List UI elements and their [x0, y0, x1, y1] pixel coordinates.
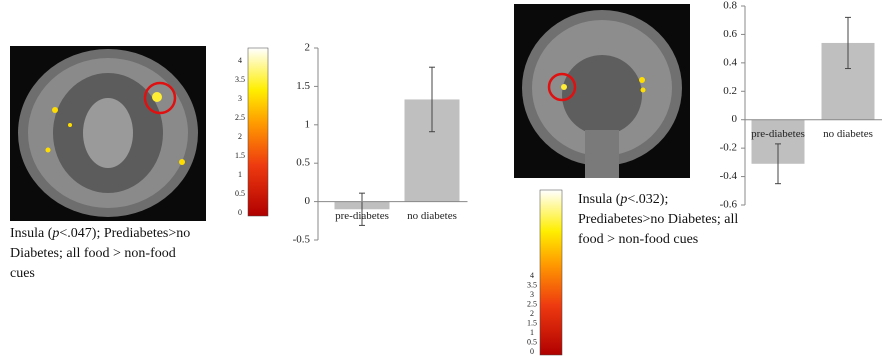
y-tick-label: 0 — [305, 195, 311, 207]
caption: Insula (p<.047); Prediabetes>no Diabetes… — [10, 224, 190, 284]
colorbar-tick-label: 1 — [238, 170, 242, 179]
y-tick-label: -0.4 — [720, 170, 738, 182]
figure: 00.511.522.533.5400.511.522.533.54-0.500… — [0, 0, 882, 356]
y-tick-label: 0.2 — [723, 85, 737, 97]
colorbar-tick-label: 0.5 — [527, 337, 537, 346]
colorbar-tick-label: 0 — [530, 347, 534, 356]
colorbar — [248, 48, 268, 216]
colorbar-tick-label: 0 — [238, 208, 242, 217]
colorbar-tick-label: 1.5 — [235, 151, 245, 160]
y-tick-label: -0.5 — [293, 234, 311, 246]
caption-text: Insula ( — [578, 192, 620, 207]
caption-text: Diabetes; all food > non-food — [10, 246, 176, 261]
colorbar-tick-label: 3.5 — [527, 280, 537, 289]
y-tick-label: 0.5 — [296, 157, 310, 169]
y-tick-label: 1.5 — [296, 80, 310, 92]
brain-coronal — [514, 4, 690, 178]
y-tick-label: 0.6 — [723, 28, 737, 40]
y-tick-label: 0.8 — [723, 0, 737, 12]
colorbar-tick-label: 4 — [530, 271, 534, 280]
x-tick-label: pre-diabetes — [335, 210, 389, 222]
colorbar-tick-label: 0.5 — [235, 189, 245, 198]
caption-text: <.047); Prediabetes>no — [59, 226, 190, 241]
colorbar-tick-label: 1.5 — [527, 318, 537, 327]
x-tick-label: pre-diabetes — [751, 128, 805, 140]
caption-text: food > non-food cues — [578, 232, 698, 247]
x-tick-label: no diabetes — [823, 128, 873, 140]
caption-text: cues — [10, 266, 35, 281]
colorbar-tick-label: 3 — [238, 94, 242, 103]
colorbar — [540, 190, 562, 355]
colorbar-tick-label: 4 — [238, 56, 242, 65]
y-tick-label: 0 — [732, 113, 738, 125]
colorbar-tick-label: 2.5 — [527, 299, 537, 308]
colorbar-tick-label: 2 — [530, 309, 534, 318]
caption-text: Prediabetes>no Diabetes; all — [578, 212, 738, 227]
colorbar-tick-label: 3.5 — [235, 75, 245, 84]
y-tick-label: 0.4 — [723, 56, 737, 68]
y-tick-label: -0.2 — [720, 142, 737, 154]
y-tick-label: 2 — [305, 42, 311, 54]
colorbar-tick-label: 3 — [530, 290, 534, 299]
brain-axial — [10, 46, 206, 221]
caption: Insula (p<.032); Prediabetes>no Diabetes… — [578, 190, 738, 250]
figure-graphics: 00.511.522.533.5400.511.522.533.54-0.500… — [0, 0, 882, 356]
colorbar-tick-label: 1 — [530, 328, 534, 337]
colorbar-tick-label: 2.5 — [235, 113, 245, 122]
y-tick-label: 1 — [305, 118, 311, 130]
caption-text: <.032); — [627, 192, 668, 207]
colorbar-tick-label: 2 — [238, 132, 242, 141]
caption-text: Insula ( — [10, 226, 52, 241]
x-tick-label: no diabetes — [407, 210, 457, 222]
